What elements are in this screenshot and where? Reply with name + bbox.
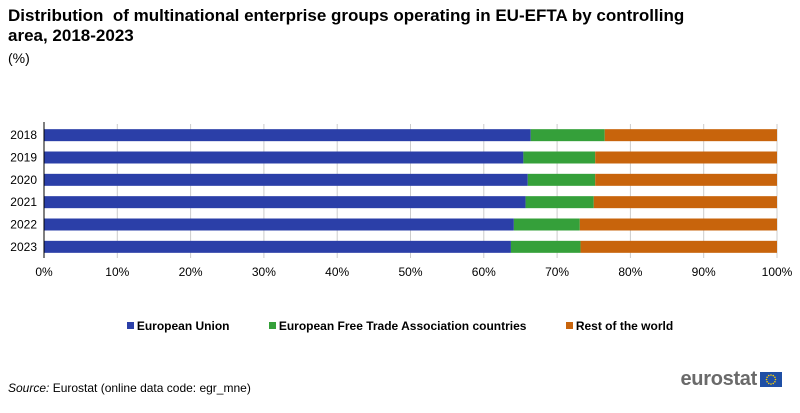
x-tick-label: 30% [252, 265, 276, 279]
legend-swatch-row [565, 322, 573, 329]
x-tick-label: 90% [692, 265, 716, 279]
bar-segment [44, 173, 528, 186]
bar-segment [593, 196, 777, 209]
bar-segment [595, 173, 777, 186]
legend-item-row: Rest of the world [565, 319, 674, 333]
y-tick-label: 2018 [10, 128, 37, 142]
bar-segment [595, 151, 777, 164]
source-note: Source: Eurostat (online data code: egr_… [8, 381, 251, 395]
legend-item-efta: European Free Trade Association countrie… [268, 319, 527, 333]
bar-segment [44, 129, 531, 142]
legend-label-efta: European Free Trade Association countrie… [278, 319, 527, 333]
legend-item-eu: European Union [126, 319, 230, 333]
eurostat-logo: eurostat [680, 368, 782, 391]
y-tick-label: 2023 [10, 240, 37, 254]
bar-segment [580, 240, 777, 253]
bar-segment [530, 129, 605, 142]
bar-segment [510, 240, 581, 253]
x-tick-label: 20% [179, 265, 203, 279]
chart-title: Distribution of multinational enterprise… [8, 6, 689, 45]
stacked-bar-chart: 0% 10% 20% 30% 40% 50% 60% 70% 80% 90% 100% 2018 201… [10, 122, 793, 279]
y-tick-label: 2020 [10, 173, 37, 187]
y-tick-label: 2022 [10, 218, 37, 232]
chart-unit: (%) [8, 50, 30, 66]
legend: European Union European Free Trade Assoc… [0, 319, 800, 333]
y-tick-label: 2021 [10, 195, 37, 209]
legend-label-eu: European Union [136, 319, 230, 333]
legend-swatch-eu [126, 322, 134, 329]
x-tick-label: 0% [35, 265, 53, 279]
x-tick-label: 10% [105, 265, 129, 279]
bar-segment [527, 173, 596, 186]
source-label: Source: [8, 381, 50, 395]
eu-flag-icon [760, 372, 782, 387]
bar-segment [44, 196, 526, 209]
bar-segment [513, 218, 580, 231]
source-text: Eurostat (online data code: egr_mne) [49, 381, 251, 395]
bar-segment [604, 129, 777, 142]
x-tick-label: 50% [398, 265, 422, 279]
bar-segment [44, 151, 524, 164]
logo-text: eurostat [680, 368, 757, 390]
x-tick-label: 40% [325, 265, 349, 279]
bar-segment [523, 151, 596, 164]
legend-swatch-efta [268, 322, 276, 329]
x-tick-label: 100% [762, 265, 793, 279]
bar-segment [44, 218, 514, 231]
x-tick-label: 80% [618, 265, 642, 279]
x-tick-label: 70% [545, 265, 569, 279]
bar-segment [525, 196, 594, 209]
bar-segment [579, 218, 777, 231]
bar-segment [44, 240, 511, 253]
x-tick-label: 60% [472, 265, 496, 279]
y-tick-label: 2019 [10, 151, 37, 165]
legend-label-row: Rest of the world [575, 319, 674, 333]
